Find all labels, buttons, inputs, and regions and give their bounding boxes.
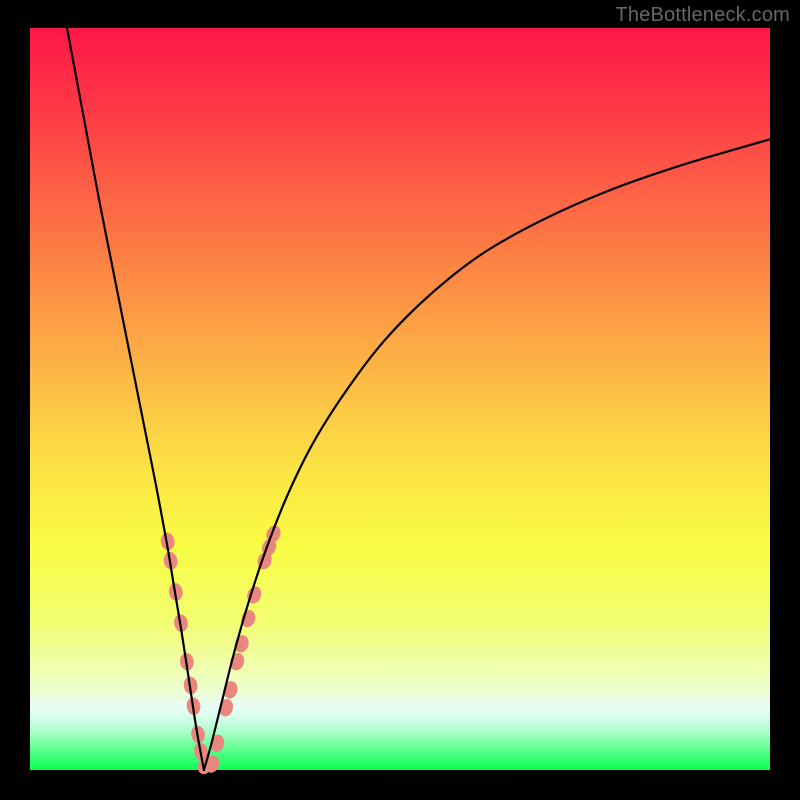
chart-stage: TheBottleneck.com (0, 0, 800, 800)
plot-background (30, 28, 770, 770)
bottleneck-chart (0, 0, 800, 800)
